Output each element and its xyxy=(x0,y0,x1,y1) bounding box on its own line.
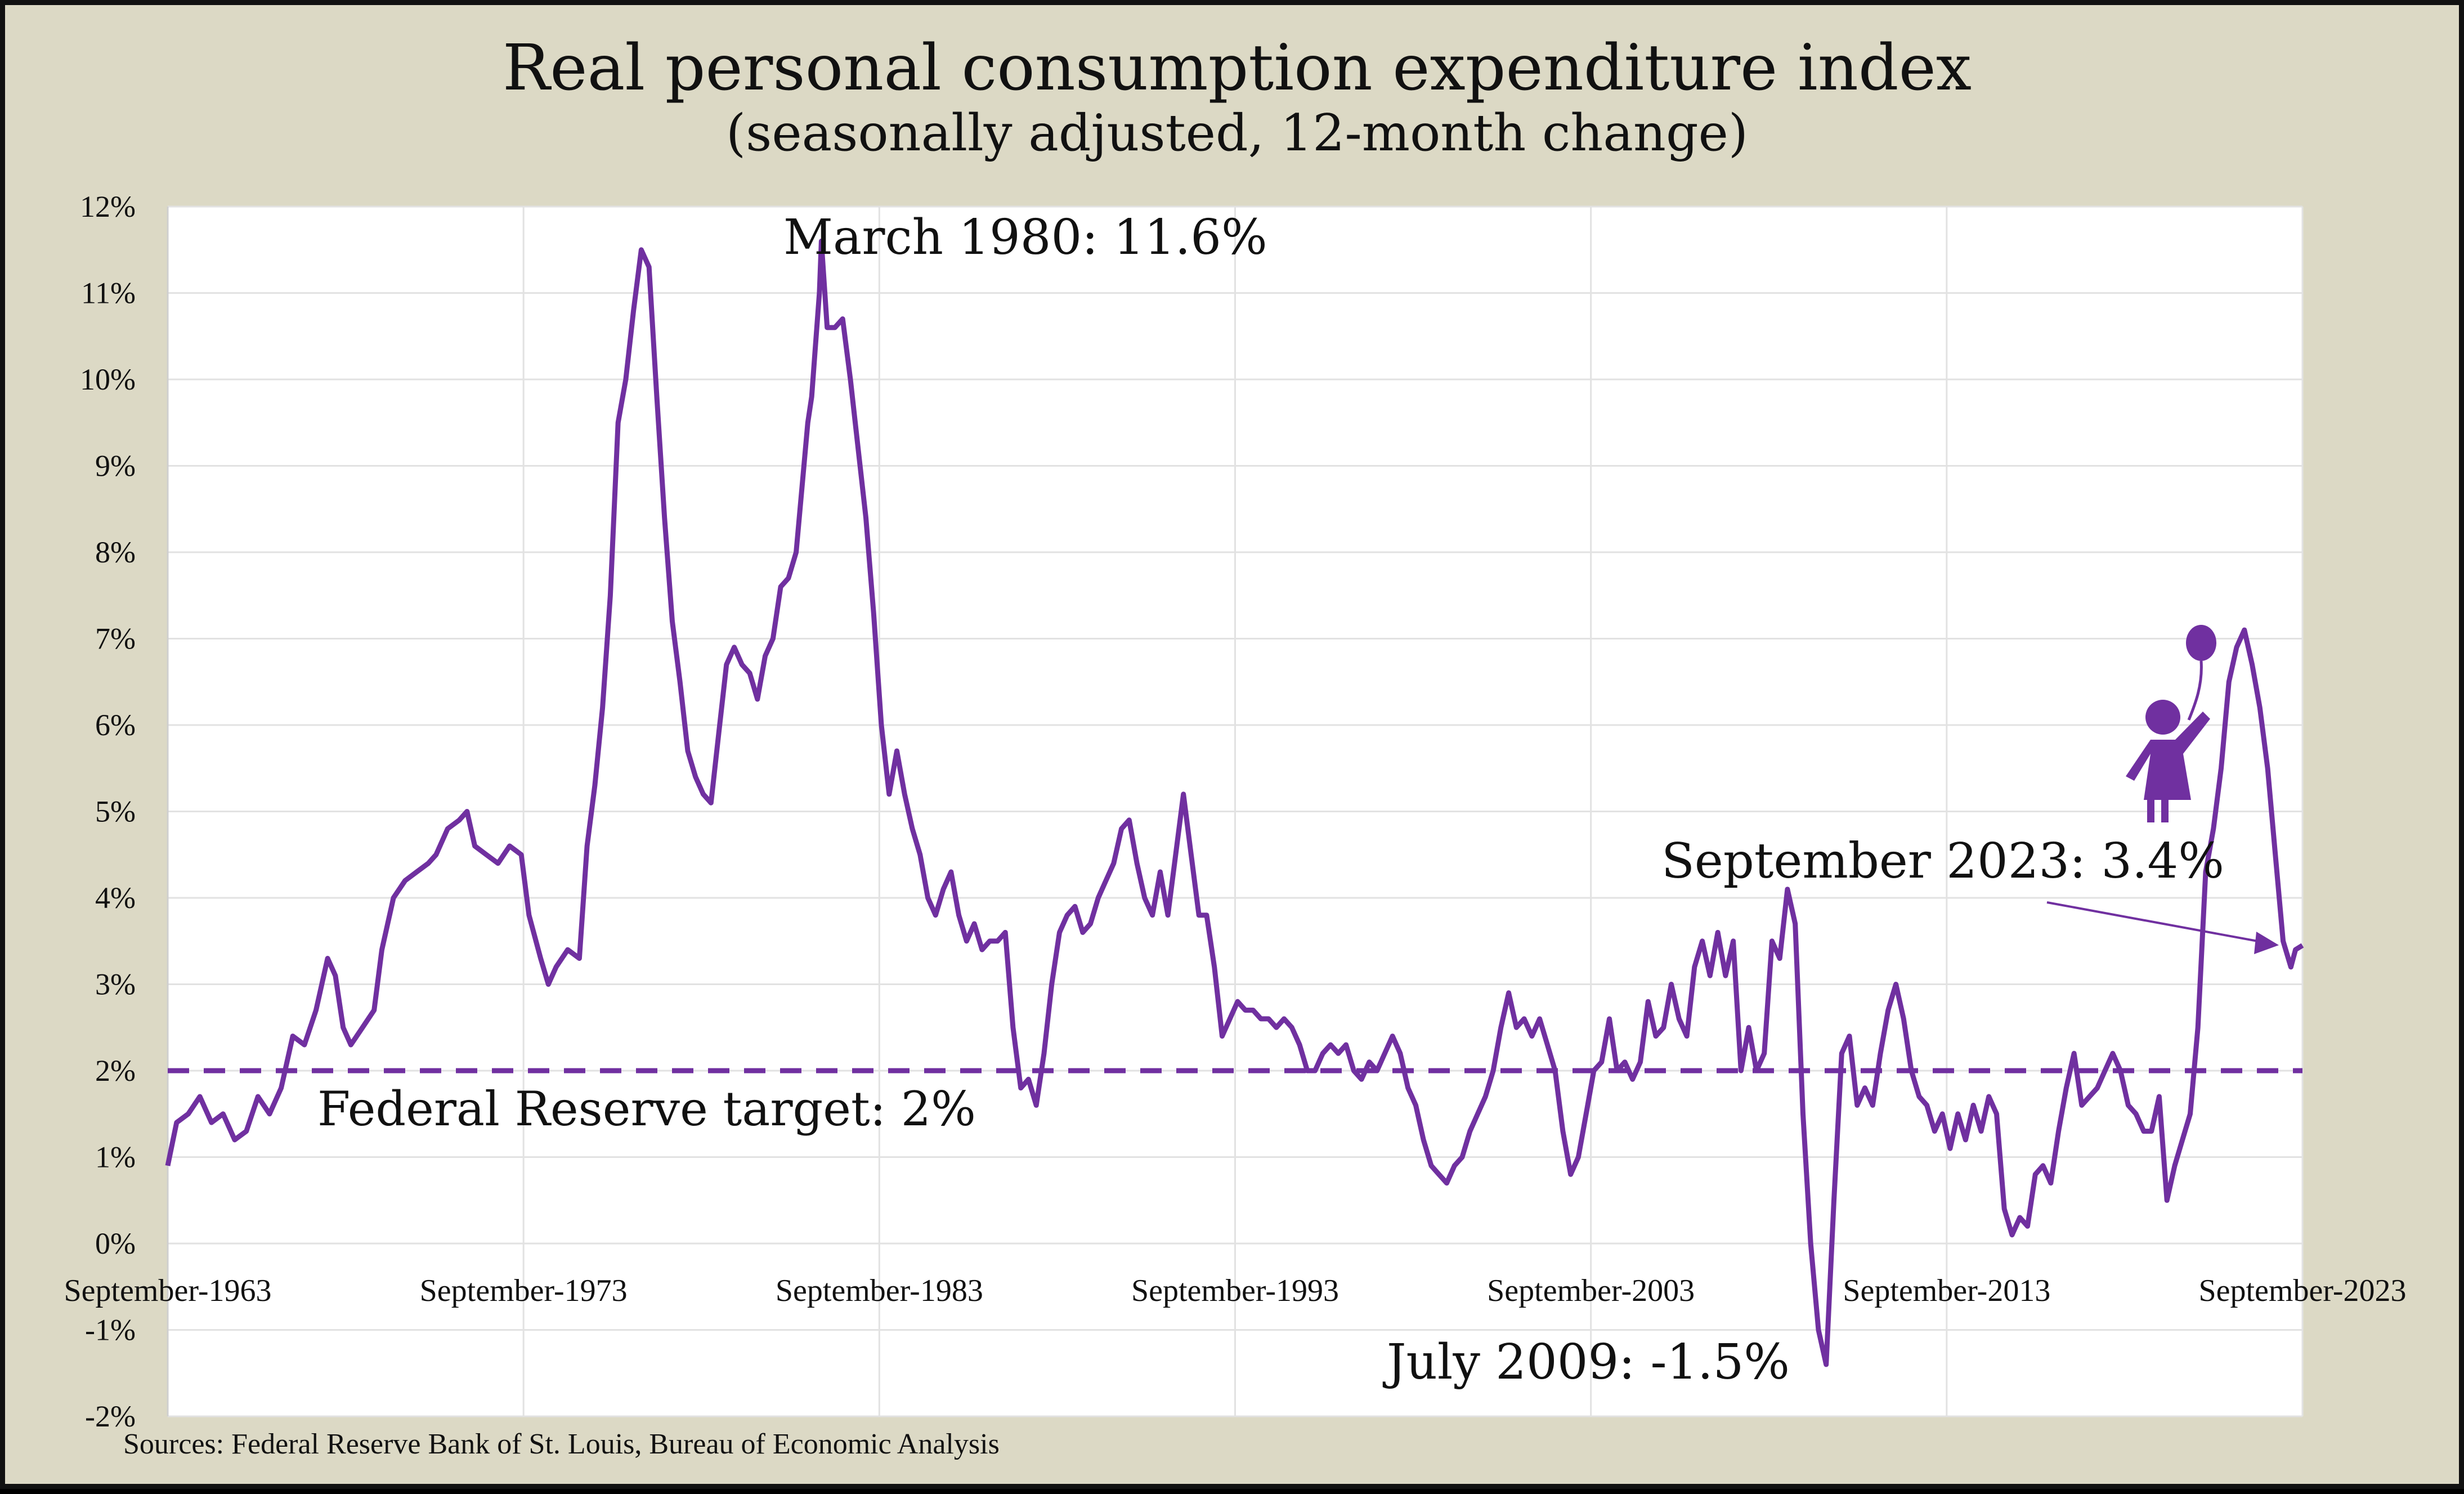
x-axis: September-1963 September-1973 September-19… xyxy=(64,1273,2406,1308)
y-tick-label: 9% xyxy=(95,449,136,483)
x-tick-label: September-2023 xyxy=(2198,1273,2406,1308)
chart: Real personal consumption expenditure in… xyxy=(64,32,2406,1460)
latest-arrowhead xyxy=(2254,932,2279,954)
trough-annotation: July 2009: -1.5% xyxy=(1382,1334,1790,1390)
x-tick-label: September-2013 xyxy=(1843,1273,2050,1308)
x-tick-label: September-2003 xyxy=(1487,1273,1695,1308)
y-tick-label: 1% xyxy=(95,1140,136,1174)
x-tick-label: September-1993 xyxy=(1131,1273,1339,1308)
y-tick-label: 0% xyxy=(95,1227,136,1260)
target-label: Federal Reserve target: 2% xyxy=(317,1081,976,1137)
x-tick-label: September-1963 xyxy=(64,1273,271,1308)
y-tick-label: 4% xyxy=(95,881,136,915)
series-line xyxy=(165,238,2304,1367)
x-tick-label: September-1973 xyxy=(420,1273,628,1308)
y-tick-label: 11% xyxy=(81,276,136,310)
child-with-balloon-icon xyxy=(2126,625,2216,822)
y-axis: -2% -1% 0% 1% 2% 3% 4% 5% 6% 7% 8% 9% 10% 11% 12% xyxy=(80,190,136,1433)
y-tick-label: -1% xyxy=(85,1313,136,1347)
y-tick-label: 12% xyxy=(80,190,136,223)
y-tick-label: 7% xyxy=(95,622,136,656)
chart-title: Real personal consumption expenditure in… xyxy=(503,32,1972,105)
y-tick-label: 3% xyxy=(95,968,136,1001)
y-tick-label: -2% xyxy=(85,1399,136,1433)
chart-subtitle: (seasonally adjusted, 12-month change) xyxy=(726,104,1748,163)
latest-annotation: September 2023: 3.4% xyxy=(1661,833,2224,889)
y-tick-label: 8% xyxy=(95,535,136,569)
y-tick-label: 10% xyxy=(80,363,136,396)
grid xyxy=(167,205,2304,1417)
x-tick-label: September-1983 xyxy=(776,1273,983,1308)
peak-annotation: March 1980: 11.6% xyxy=(783,209,1267,266)
y-tick-label: 2% xyxy=(95,1054,136,1088)
source-note: Sources: Federal Reserve Bank of St. Lou… xyxy=(123,1428,1000,1460)
latest-arrow xyxy=(2046,901,2274,945)
y-tick-label: 5% xyxy=(95,795,136,829)
y-tick-label: 6% xyxy=(95,708,136,742)
